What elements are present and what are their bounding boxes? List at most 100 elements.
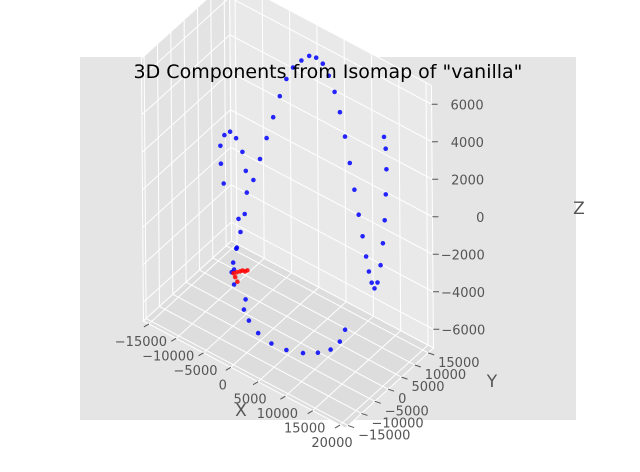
data-point-blue — [306, 53, 312, 59]
gridline-x-floor — [148, 243, 238, 325]
y-tick-label: −10000 — [371, 416, 423, 431]
gridline-z-side — [142, 221, 232, 303]
data-point-blue — [240, 149, 245, 155]
gridline-y-floor — [225, 245, 429, 354]
data-point-blue — [378, 262, 383, 268]
data-point-blue — [315, 350, 321, 356]
data-point-blue — [363, 254, 369, 259]
data-point-blue — [356, 212, 362, 217]
data-point-blue — [342, 134, 348, 139]
data-point-blue — [352, 187, 357, 192]
gridline-z-back — [230, 109, 433, 218]
x-axis-label: X — [235, 401, 247, 421]
y-tick-mark — [414, 364, 421, 368]
data-point-blue — [243, 297, 248, 302]
data-point-blue — [241, 307, 247, 312]
data-point-blue — [360, 234, 365, 239]
x-tick-label: 20000 — [311, 436, 352, 451]
data-point-blue — [332, 89, 337, 95]
data-point-blue — [381, 134, 387, 140]
gridline-y-floor — [212, 257, 416, 366]
data-point-blue — [227, 129, 233, 134]
gridline-x-floor — [312, 330, 402, 412]
data-point-blue — [375, 280, 380, 285]
gridline-z-back — [231, 221, 434, 330]
z-axis-label: Z — [573, 199, 585, 219]
x-tick-label: 0 — [219, 378, 227, 393]
y-tick-mark — [347, 425, 355, 429]
data-point-blue — [221, 181, 226, 186]
y-tick-mark — [374, 400, 381, 404]
data-point-blue — [337, 109, 343, 115]
floor-pane-xy — [142, 240, 435, 429]
data-point-blue — [337, 339, 343, 344]
data-point-blue — [236, 216, 241, 222]
data-point-blue — [347, 160, 353, 166]
data-point-blue — [244, 190, 250, 195]
gridline-z-back — [233, 0, 432, 105]
gridline-x-floor — [230, 286, 320, 368]
gridline-x-floor — [339, 344, 429, 426]
data-point-blue — [383, 146, 389, 151]
gridline-z-back — [229, 71, 433, 180]
data-point-blue — [238, 229, 243, 235]
x-tick-mark — [252, 381, 259, 386]
data-point-blue — [300, 350, 306, 356]
data-point-blue — [320, 61, 326, 66]
gridline-z-back — [229, 34, 433, 143]
y-tick-label: −15000 — [358, 429, 410, 444]
data-point-blue — [277, 93, 283, 99]
data-point-blue — [313, 55, 319, 60]
x-tick-mark — [307, 410, 313, 415]
y-tick-mark — [361, 412, 368, 416]
data-point-blue — [342, 327, 348, 333]
data-point-blue — [299, 58, 304, 63]
data-point-red — [235, 279, 240, 285]
x-tick-label: −15000 — [115, 335, 167, 350]
data-point-blue — [233, 135, 239, 141]
data-point-blue — [218, 143, 223, 149]
gridline-y-floor — [199, 269, 402, 378]
y-tick-mark — [387, 388, 395, 392]
scatter-points — [218, 53, 389, 356]
data-point-blue — [382, 218, 388, 223]
gridline-z-back — [230, 184, 434, 293]
z-tick-label: −4000 — [441, 286, 485, 301]
y-axis-label: Y — [486, 372, 498, 392]
x-tick-label: −5000 — [174, 364, 218, 379]
data-point-blue — [384, 167, 389, 172]
z-tick-label: −6000 — [441, 323, 485, 338]
x-tick-mark — [334, 424, 341, 429]
gridline-z-side — [141, 34, 231, 116]
gridline-x-floor — [285, 315, 374, 397]
data-point-blue — [231, 282, 237, 287]
tick-labels: −15000−10000−500005000100001500020000−15… — [115, 98, 486, 451]
data-point-blue — [257, 156, 263, 162]
data-point-blue — [290, 65, 296, 70]
gridline-z-back — [230, 146, 433, 255]
data-point-blue — [264, 135, 269, 141]
data-point-red — [232, 274, 238, 280]
gridline-x-floor — [203, 272, 292, 354]
data-point-blue — [243, 168, 249, 174]
x-tick-label: 10000 — [257, 407, 298, 422]
z-tick-label: 4000 — [451, 136, 484, 151]
z-tick-label: 0 — [476, 211, 484, 226]
gridline-y-floor — [185, 281, 389, 390]
data-point-blue — [246, 318, 252, 323]
gridline-z-side — [141, 0, 228, 78]
z-tick-label: 2000 — [451, 173, 484, 188]
gridline-z-side — [142, 109, 231, 191]
data-point-blue — [383, 192, 389, 197]
data-point-blue — [284, 76, 289, 82]
x-tick-mark — [143, 323, 150, 328]
x-tick-mark — [170, 337, 177, 342]
y-tick-label: 15000 — [438, 356, 479, 371]
data-point-blue — [328, 347, 333, 352]
data-point-blue — [326, 73, 332, 79]
x-tick-mark — [198, 352, 204, 357]
gridline-y-floor — [172, 293, 376, 402]
data-point-blue — [255, 330, 261, 336]
gridline-y-floor — [159, 306, 362, 414]
